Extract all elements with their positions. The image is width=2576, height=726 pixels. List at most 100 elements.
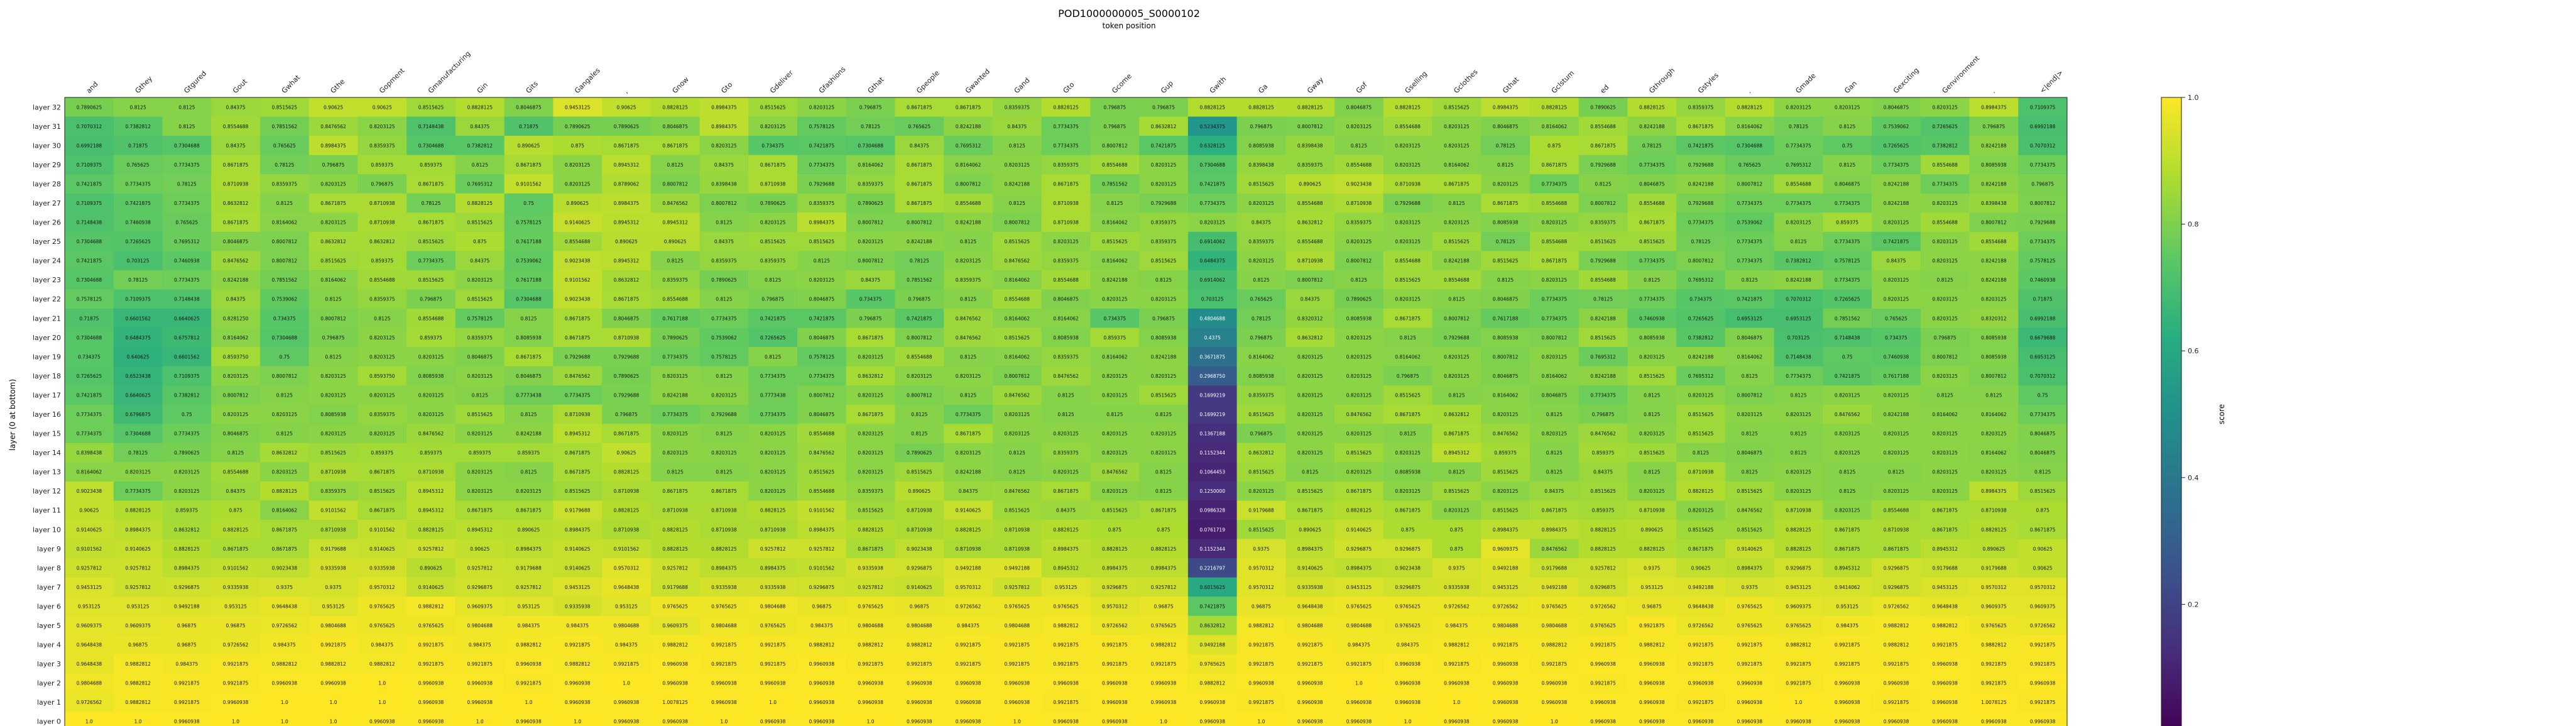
heatmap-cell bbox=[1187, 404, 1238, 424]
cell-value-label: 0.8125 bbox=[325, 354, 341, 360]
heatmap-cell bbox=[113, 347, 163, 367]
heatmap-cell bbox=[1285, 97, 1335, 118]
heatmap-cell bbox=[553, 174, 603, 194]
cell-value-label: 0.7617188 bbox=[1884, 373, 1909, 379]
cell-value-label: 0.9492188 bbox=[1004, 565, 1030, 571]
cell-value-label: 0.9765625 bbox=[1004, 603, 1030, 609]
cell-value-label: 0.9921875 bbox=[1981, 681, 2007, 686]
cell-value-label: 0.9960938 bbox=[614, 719, 640, 725]
heatmap-cell bbox=[1578, 270, 1628, 290]
cell-value-label: 0.9765625 bbox=[1151, 623, 1177, 629]
cell-value-label: 0.8046875 bbox=[467, 354, 493, 360]
cell-value-label: 0.9726562 bbox=[1590, 603, 1616, 609]
heatmap-cell bbox=[455, 193, 505, 213]
heatmap-cell bbox=[357, 193, 407, 213]
cell-value-label: 0.8945312 bbox=[418, 508, 444, 514]
heatmap-cell bbox=[113, 116, 163, 136]
cell-value-label: 0.8203125 bbox=[1542, 431, 1568, 437]
cell-value-label: 0.8828125 bbox=[858, 527, 883, 532]
cell-value-label: 0.8554688 bbox=[809, 431, 835, 437]
cell-value-label: 0.9179688 bbox=[662, 585, 688, 590]
cell-value-label: 0.8984375 bbox=[516, 546, 542, 552]
cell-value-label: 0.8828125 bbox=[1786, 527, 1811, 532]
cell-value-label: 0.8515625 bbox=[418, 104, 444, 110]
heatmap-cell bbox=[1872, 289, 1921, 309]
heatmap-cell bbox=[113, 193, 163, 213]
heatmap-cell bbox=[357, 97, 407, 118]
heatmap-cell bbox=[1920, 155, 1970, 175]
cell-value-label: 0.8242188 bbox=[1102, 277, 1128, 283]
cell-value-label: 0.7695312 bbox=[174, 239, 200, 245]
cell-value-label: 0.953125 bbox=[1055, 585, 1078, 590]
cell-value-label: 0.8203125 bbox=[1493, 412, 1519, 417]
cell-value-label: 0.890625 bbox=[1983, 546, 2006, 552]
heatmap-cell bbox=[553, 136, 603, 156]
cell-value-label: 0.7851562 bbox=[907, 277, 932, 283]
cell-value-label: 0.9960938 bbox=[1493, 681, 1519, 686]
cell-value-label: 0.796875 bbox=[1592, 412, 1615, 417]
cell-value-label: 0.9960938 bbox=[1297, 700, 1323, 705]
cell-value-label: 0.6796875 bbox=[125, 412, 151, 417]
cell-value-label: 0.9804688 bbox=[907, 623, 932, 629]
cell-value-label: 0.9921875 bbox=[565, 642, 591, 648]
y-tick-label: layer 29 bbox=[33, 161, 61, 169]
cell-value-label: 0.7109375 bbox=[77, 162, 102, 168]
cell-value-label: 0.8398438 bbox=[1248, 162, 1274, 168]
heatmap-cell bbox=[455, 385, 505, 405]
cell-value-label: 0.7578125 bbox=[77, 297, 102, 302]
cell-value-label: 0.7734375 bbox=[1786, 201, 1811, 206]
heatmap-cell bbox=[259, 155, 310, 175]
heatmap-cell bbox=[308, 385, 358, 405]
cell-value-label: 0.9921875 bbox=[1053, 642, 1079, 648]
heatmap-cell bbox=[944, 327, 993, 348]
cell-value-label: 0.8359375 bbox=[711, 258, 737, 264]
x-tick-label: , bbox=[622, 87, 630, 95]
cell-value-label: 0.7890625 bbox=[760, 201, 786, 206]
cell-value-label: 0.9960938 bbox=[1199, 719, 1225, 725]
cell-value-label: 0.7460938 bbox=[2030, 277, 2056, 283]
cell-value-label: 0.8632812 bbox=[1444, 412, 1470, 417]
cell-value-label: 0.7734375 bbox=[174, 277, 200, 283]
cell-value-label: 0.8984375 bbox=[320, 143, 346, 148]
heatmap-cell bbox=[553, 155, 603, 175]
heatmap-cell bbox=[1823, 174, 1872, 194]
cell-value-label: 0.9882812 bbox=[907, 642, 932, 648]
heatmap-cell bbox=[1920, 193, 1970, 213]
cell-value-label: 0.9960938 bbox=[1493, 661, 1519, 667]
cell-value-label: 0.9765625 bbox=[1981, 623, 2007, 629]
heatmap-cell bbox=[797, 289, 847, 309]
y-tick-label: layer 9 bbox=[37, 545, 61, 553]
heatmap-cell bbox=[895, 155, 944, 175]
cell-value-label: 0.8710938 bbox=[1786, 508, 1811, 514]
heatmap-cell bbox=[1383, 385, 1433, 405]
cell-value-label: 0.8671875 bbox=[956, 104, 981, 110]
cell-value-label: 0.9960938 bbox=[1297, 719, 1323, 725]
cell-value-label: 0.7421875 bbox=[125, 201, 151, 206]
heatmap-cell bbox=[1041, 174, 1091, 194]
heatmap-cell bbox=[1432, 155, 1482, 175]
cell-value-label: 0.9296875 bbox=[1346, 546, 1372, 552]
heatmap-cell bbox=[1627, 404, 1677, 424]
heatmap-cell bbox=[1872, 174, 1921, 194]
cell-value-label: 0.9882812 bbox=[1151, 642, 1177, 648]
cell-value-label: 0.8476562 bbox=[809, 450, 835, 456]
heatmap-cell bbox=[1334, 289, 1384, 309]
cell-value-label: 0.9609375 bbox=[662, 623, 688, 629]
y-tick-label: layer 7 bbox=[37, 583, 61, 591]
cell-value-label: 0.7734375 bbox=[1590, 392, 1616, 398]
cell-value-label: 0.8164062 bbox=[1737, 354, 1762, 360]
heatmap-cell bbox=[1872, 136, 1921, 156]
cell-value-label: 0.8671875 bbox=[516, 162, 542, 168]
cell-value-label: 0.8203125 bbox=[760, 488, 786, 494]
heatmap-cell bbox=[1823, 116, 1872, 136]
heatmap-cell bbox=[1041, 309, 1091, 329]
cell-value-label: 0.9375 bbox=[276, 585, 293, 590]
cell-value-label: 0.8007812 bbox=[1297, 277, 1323, 283]
cell-value-label: 0.8398438 bbox=[1981, 201, 2007, 206]
heatmap-cell bbox=[699, 212, 749, 233]
heatmap-cell bbox=[259, 385, 310, 405]
cell-value-label: 0.9882812 bbox=[809, 642, 835, 648]
cell-value-label: 0.9960938 bbox=[320, 681, 346, 686]
heatmap-cell bbox=[308, 270, 358, 290]
heatmap-cell bbox=[1627, 289, 1677, 309]
